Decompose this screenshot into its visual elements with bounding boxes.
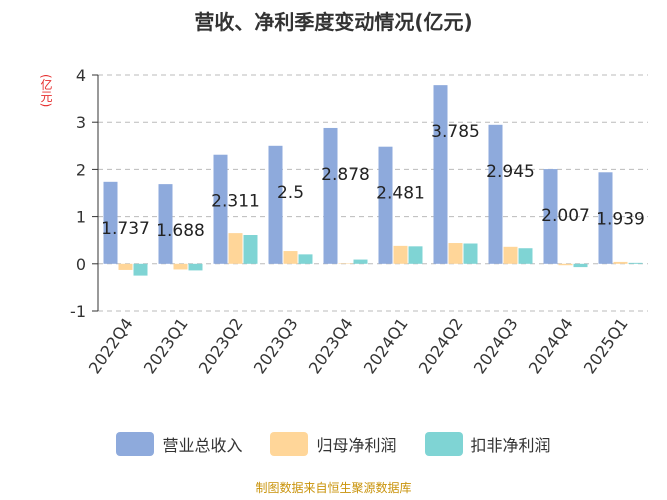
bar-revenue[interactable] (158, 184, 173, 264)
bar-deducted-net-profit[interactable] (298, 254, 313, 264)
legend-item-deducted-net-profit[interactable]: 扣非净利润 (424, 432, 551, 456)
labels-layer: 1.737 1.688 2.311 2.5 2.878 2.481 3.785 2.945 2.… (101, 122, 645, 241)
bar-net-profit[interactable] (173, 263, 188, 270)
bar-deducted-net-profit[interactable] (353, 259, 368, 264)
y-tick-label: 1 (76, 208, 86, 227)
bar-net-profit[interactable] (503, 246, 518, 264)
bar-deducted-net-profit[interactable] (133, 263, 148, 276)
y-axis-unit-label: (亿元) (39, 74, 53, 108)
legend-item-net-profit[interactable]: 归母净利润 (270, 432, 397, 456)
bar-deducted-net-profit[interactable] (188, 263, 203, 271)
data-label-revenue: 2.945 (486, 162, 535, 182)
bar-revenue[interactable] (323, 127, 338, 264)
bar-revenue[interactable] (598, 172, 613, 264)
x-tick-label: 2024Q3 (470, 314, 522, 377)
x-tick-label: 2024Q1 (360, 314, 412, 377)
bar-deducted-net-profit[interactable] (243, 235, 258, 264)
x-tick-label: 2023Q2 (195, 314, 247, 377)
data-label-revenue: 2.311 (211, 192, 260, 212)
data-label-revenue: 2.878 (321, 165, 370, 185)
bar-revenue[interactable] (378, 146, 393, 264)
y-tick-label: 2 (76, 160, 86, 179)
bar-deducted-net-profit[interactable] (518, 248, 533, 264)
data-label-revenue: 2.007 (541, 206, 590, 226)
chart-legend: 营业总收入 归母净利润 扣非净利润 (0, 432, 667, 456)
bar-deducted-net-profit[interactable] (408, 246, 423, 264)
data-label-revenue: 1.939 (596, 209, 645, 229)
legend-label-net-profit: 归母净利润 (316, 436, 397, 455)
legend-swatch-net-profit (270, 432, 309, 456)
data-label-revenue: 1.737 (101, 219, 150, 239)
legend-swatch-deducted-net-profit (424, 432, 463, 456)
bar-net-profit[interactable] (613, 261, 628, 264)
legend-swatch-revenue (116, 432, 155, 456)
x-tick-label: 2023Q4 (305, 314, 357, 377)
bar-revenue[interactable] (268, 145, 283, 264)
data-label-revenue: 2.481 (376, 184, 425, 204)
bar-revenue[interactable] (103, 181, 118, 264)
data-label-revenue: 3.785 (431, 122, 480, 142)
chart-title: 营收、净利季度变动情况(亿元) (194, 10, 473, 34)
y-tick-label: -1 (70, 302, 86, 321)
legend-item-revenue[interactable]: 营业总收入 (116, 432, 242, 456)
bar-revenue[interactable] (488, 124, 503, 264)
grid-layer (98, 74, 648, 312)
x-tick-label: 2022Q4 (85, 314, 137, 377)
bar-revenue[interactable] (543, 169, 558, 264)
bars-layer (103, 85, 643, 276)
bar-deducted-net-profit[interactable] (573, 263, 588, 268)
x-tick-label: 2023Q3 (250, 314, 302, 377)
x-tick-label: 2024Q2 (415, 314, 467, 377)
x-tick-label: 2024Q4 (525, 314, 577, 377)
bar-deducted-net-profit[interactable] (628, 262, 643, 264)
y-tick-label: 3 (76, 113, 86, 132)
x-tick-label: 2025Q1 (580, 314, 632, 377)
legend-label-revenue: 营业总收入 (162, 436, 243, 455)
bar-net-profit[interactable] (393, 245, 408, 264)
bar-net-profit[interactable] (118, 263, 133, 270)
bar-net-profit[interactable] (558, 263, 573, 266)
bar-deducted-net-profit[interactable] (463, 243, 478, 264)
data-source-note: 制图数据来自恒生聚源数据库 (255, 481, 412, 495)
bar-revenue[interactable] (213, 154, 228, 264)
bar-net-profit[interactable] (228, 233, 243, 264)
y-tick-label: 0 (76, 255, 86, 274)
bar-revenue[interactable] (433, 85, 448, 264)
y-tick-label: 4 (76, 66, 86, 85)
bar-net-profit[interactable] (283, 251, 298, 264)
data-label-revenue: 2.5 (277, 183, 304, 203)
x-tick-label: 2023Q1 (140, 314, 192, 377)
data-label-revenue: 1.688 (156, 221, 205, 241)
bar-net-profit[interactable] (338, 263, 353, 264)
bar-net-profit[interactable] (448, 243, 463, 264)
legend-label-deducted-net-profit: 扣非净利润 (470, 436, 551, 455)
